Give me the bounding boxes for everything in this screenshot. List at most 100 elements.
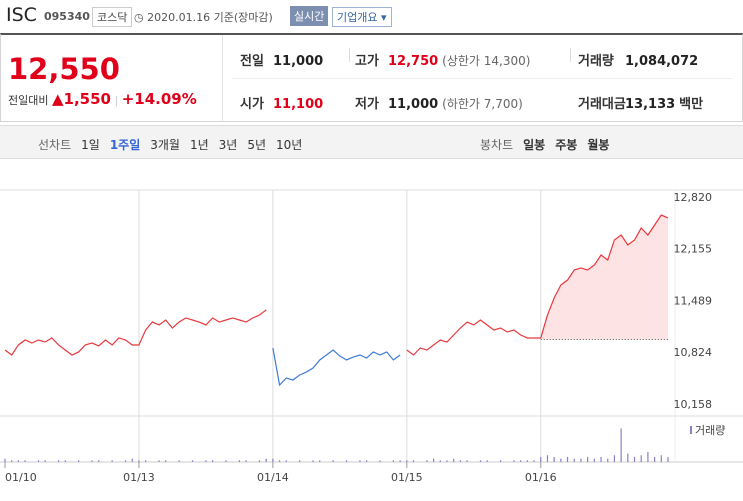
y-tick-label: 12,155 <box>674 243 713 256</box>
change-pct: +14.09% <box>121 90 197 108</box>
tab[interactable]: 3개월 <box>150 138 180 152</box>
area <box>540 215 668 340</box>
volume-bar <box>57 460 60 462</box>
volume-bar <box>205 460 207 462</box>
field-value: 1,084,072 <box>625 50 698 69</box>
volume-bar <box>24 460 26 462</box>
value: 11,000 <box>273 54 324 69</box>
volume-bar <box>479 460 482 462</box>
volume-bar <box>654 456 656 462</box>
value: 11,100 <box>273 97 324 112</box>
field-label: 전일 <box>240 54 264 69</box>
volume-bar <box>366 460 368 462</box>
volume-bar <box>158 460 160 462</box>
volume-bar <box>439 460 441 462</box>
volume-bar <box>44 460 46 462</box>
volume-bar <box>312 460 314 462</box>
volume-bar <box>272 458 274 462</box>
volume-bar <box>573 458 575 462</box>
y-tick-label: 11,489 <box>674 295 713 308</box>
volume-bar <box>667 456 669 462</box>
volume-bar <box>553 456 555 462</box>
volume-bar <box>11 460 13 462</box>
field-label: 거래대금 <box>578 97 626 112</box>
volume-bar <box>593 458 595 462</box>
volume-bar <box>78 460 80 462</box>
volume-bar <box>212 460 214 462</box>
realtime-button[interactable]: 실시간 <box>290 6 329 26</box>
volume-bar <box>285 460 287 462</box>
note: (하한가 7,700) <box>442 97 523 111</box>
volume-bar <box>412 460 415 462</box>
value: 11,000 <box>388 97 439 112</box>
x-tick-label: 01/16 <box>525 471 557 484</box>
tab[interactable]: 1년 <box>189 138 209 152</box>
divider <box>349 48 350 62</box>
volume-bar <box>145 460 147 462</box>
volume-bar <box>540 456 542 462</box>
divider <box>570 48 571 62</box>
volume-bar <box>265 458 267 462</box>
divider <box>232 78 732 79</box>
volume-bar <box>466 460 468 462</box>
x-tick-label: 01/10 <box>5 471 37 484</box>
overview-dropdown[interactable]: 기업개요 ▾ <box>332 7 392 27</box>
volume-bar <box>278 460 281 462</box>
stock-code: 095340 <box>44 10 90 23</box>
volume-bar <box>640 455 642 462</box>
volume-bar <box>406 460 408 462</box>
tab-group-label: 선차트 <box>38 138 72 152</box>
x-tick-label: 01/15 <box>391 471 423 484</box>
volume-bar <box>446 460 448 462</box>
volume-bar <box>526 460 528 462</box>
note: (상한가 14,300) <box>442 54 531 68</box>
date-text: ◷ 2020.01.16 기준(장마감) <box>134 11 273 24</box>
tab[interactable]: 주봉 <box>555 138 578 152</box>
volume-bar <box>191 460 194 462</box>
volume-bar <box>131 458 133 462</box>
volume-bar <box>486 460 488 462</box>
tab[interactable]: 1일 <box>81 138 100 152</box>
tab[interactable]: 5년 <box>247 138 267 152</box>
volume-bar <box>580 458 582 462</box>
volume-bar <box>499 460 502 462</box>
volume-bar <box>319 460 321 462</box>
volume-bar <box>633 456 636 462</box>
field-label: 시가 <box>240 97 264 112</box>
date: 2020.01.16 기준(장마감) <box>147 11 273 24</box>
volume-bar <box>379 460 381 462</box>
volume-bar <box>546 455 549 462</box>
change: 1,550 <box>63 90 111 108</box>
volume-bar <box>345 460 348 462</box>
tab[interactable]: 월봉 <box>587 138 610 152</box>
volume-bar <box>613 455 616 462</box>
tab[interactable]: 3년 <box>218 138 238 152</box>
volume-bar <box>111 460 113 462</box>
change-label: 전일대비 <box>8 94 49 107</box>
volume-bar <box>607 458 609 462</box>
volume-bar <box>627 453 629 462</box>
volume-bar <box>566 456 569 462</box>
volume-bar <box>138 460 140 462</box>
unit: 백만 <box>679 97 704 112</box>
y-tick-label: 10,824 <box>674 346 713 359</box>
volume-bar <box>178 460 180 462</box>
tab[interactable]: 일봉 <box>523 138 546 152</box>
volume-bar <box>37 460 40 462</box>
value: 12,750 <box>388 54 439 69</box>
x-tick-label: 01/13 <box>123 471 155 484</box>
tab[interactable]: 1주일 <box>109 138 141 152</box>
candle-tabs: 봉차트 일봉 주봉 월봉 <box>480 134 619 153</box>
tab-group-label: 봉차트 <box>480 138 514 152</box>
volume-bar <box>660 455 662 462</box>
line-tabs: 선차트 1일 1주일 3개월 1년 3년 5년 10년 <box>38 134 312 153</box>
volume-bar <box>332 460 334 462</box>
tab[interactable]: 10년 <box>276 138 303 152</box>
overview-label: 기업개요 <box>337 11 378 24</box>
price: 12,550 <box>8 52 120 86</box>
volume-bar <box>238 460 240 462</box>
market-badge: 코스닥 <box>92 7 133 27</box>
tab-bar <box>0 125 743 159</box>
